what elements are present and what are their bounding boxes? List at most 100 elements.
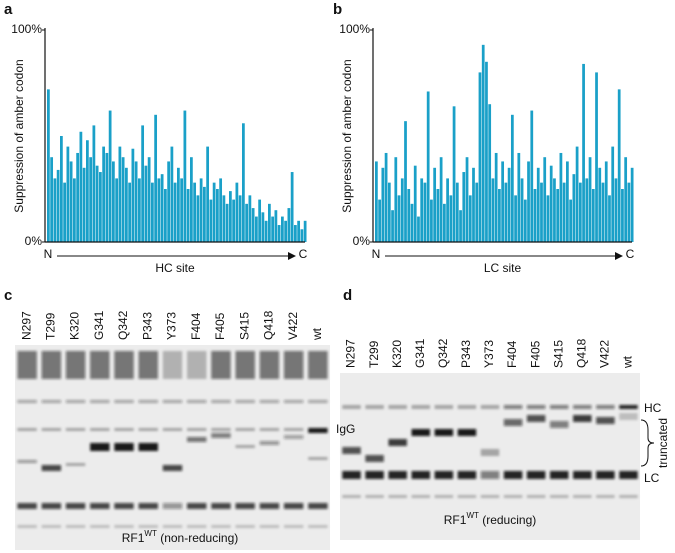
gel-band <box>503 495 523 498</box>
gel-band <box>283 351 304 379</box>
bar <box>530 110 534 242</box>
bar <box>400 178 404 242</box>
bar <box>611 146 615 242</box>
gel-band <box>342 495 361 498</box>
gel-band <box>41 503 62 509</box>
bar <box>238 195 242 242</box>
bar <box>258 199 262 242</box>
bar <box>478 72 482 243</box>
bar <box>212 182 216 242</box>
bar <box>462 172 466 242</box>
bar <box>523 199 527 242</box>
bar <box>297 220 301 242</box>
bar <box>566 161 569 242</box>
lane-label: Q342 <box>436 338 450 368</box>
lane-label: Q342 <box>116 310 130 340</box>
bar <box>157 178 161 242</box>
bar <box>105 152 109 242</box>
bar <box>595 72 598 243</box>
bar <box>504 182 508 242</box>
bar <box>170 146 174 242</box>
gel-band <box>41 351 62 379</box>
bar <box>199 178 203 242</box>
bar <box>536 167 540 242</box>
bar <box>433 167 437 242</box>
lane-label: wt <box>621 355 635 369</box>
gel-band <box>434 429 454 436</box>
gel-band <box>480 471 500 479</box>
band-label: truncated <box>656 418 670 468</box>
gel-band <box>526 471 546 479</box>
gel-band <box>259 525 280 528</box>
gel-band <box>308 400 328 403</box>
gel-band <box>65 400 86 403</box>
bar <box>465 157 469 242</box>
gel-band <box>342 447 361 454</box>
bar <box>446 178 449 242</box>
caption-part: (non-reducing) <box>157 531 238 545</box>
gel-band <box>114 503 134 509</box>
gel-band <box>162 428 183 431</box>
bar <box>69 161 73 242</box>
lane-label: Q418 <box>574 338 588 368</box>
bar <box>99 172 102 242</box>
bar <box>112 161 115 242</box>
lane-label: P343 <box>140 312 154 340</box>
bar <box>125 167 128 242</box>
band-label: HC <box>644 401 662 415</box>
gel-band <box>573 415 592 422</box>
bar <box>219 178 223 242</box>
gel-band <box>114 428 134 431</box>
gel-band <box>526 405 546 409</box>
gel-band <box>162 503 183 509</box>
bar <box>53 178 57 242</box>
bar <box>131 148 135 242</box>
caption-part: RF1 <box>122 531 145 545</box>
gel-band <box>596 405 615 409</box>
bar <box>627 182 631 242</box>
bar <box>553 178 556 242</box>
bar <box>520 178 524 242</box>
gel-band <box>138 503 158 509</box>
bar <box>485 61 488 242</box>
bar <box>261 212 265 242</box>
gel-band <box>187 428 207 431</box>
bar <box>209 199 213 242</box>
gel-band <box>211 433 231 438</box>
gel-band <box>162 351 183 379</box>
y-tick-label: 0% <box>25 234 43 248</box>
gel-band <box>138 428 158 431</box>
bar <box>436 189 440 242</box>
bar <box>598 167 602 242</box>
bar <box>475 182 479 242</box>
gel-band <box>138 351 158 379</box>
bar <box>235 182 239 242</box>
bar <box>510 114 514 242</box>
gel-band <box>138 443 158 451</box>
gel-band <box>283 400 304 403</box>
bar <box>290 172 294 242</box>
gel-band <box>138 525 158 528</box>
bar <box>540 182 543 242</box>
bar <box>264 220 268 242</box>
lane-label: V422 <box>286 312 300 340</box>
gel-band <box>411 405 430 409</box>
gel-band <box>187 503 207 509</box>
y-axis-label: Suppression of amber codon <box>340 59 354 212</box>
gel-band <box>388 439 407 446</box>
gel-band <box>480 449 500 456</box>
bar <box>284 220 288 242</box>
gel-band <box>187 351 207 379</box>
bar <box>225 203 229 242</box>
gel-bands <box>17 351 328 528</box>
bar <box>394 157 398 242</box>
bar <box>151 182 154 242</box>
gel-band <box>162 525 183 528</box>
gel-band <box>259 351 280 379</box>
lane-label: F405 <box>528 340 542 368</box>
bar <box>206 146 210 242</box>
y-tick-label: 100% <box>339 22 370 36</box>
bar <box>588 157 592 242</box>
gel-band <box>526 495 546 498</box>
bar <box>378 199 381 242</box>
